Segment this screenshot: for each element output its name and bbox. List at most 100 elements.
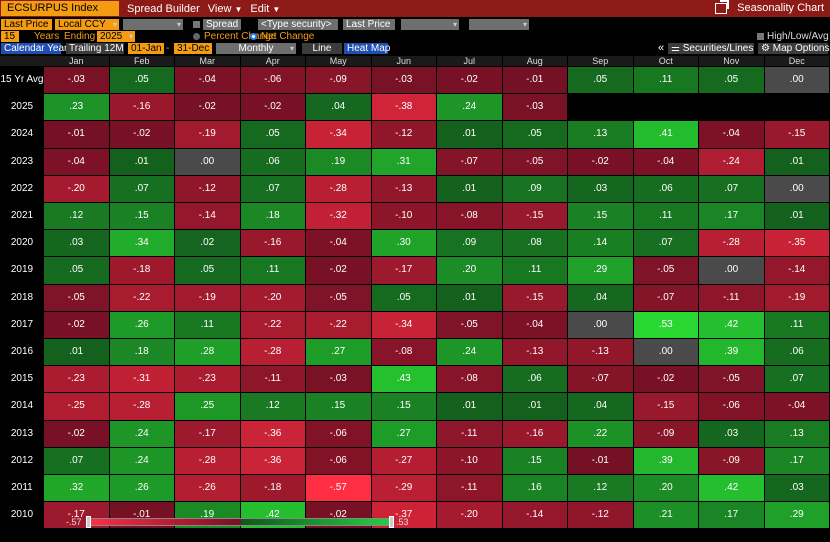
heat-cell[interactable]: .41 [633, 121, 698, 148]
heat-cell[interactable]: -.03 [502, 94, 567, 121]
heat-cell[interactable]: .11 [633, 67, 698, 94]
heat-cell[interactable]: -.28 [175, 447, 240, 474]
heat-cell[interactable]: .04 [306, 94, 371, 121]
heat-cell[interactable]: .20 [437, 257, 502, 284]
heat-cell[interactable]: .11 [764, 311, 829, 338]
heat-cell[interactable]: -.28 [306, 175, 371, 202]
heat-cell[interactable]: -.34 [371, 311, 436, 338]
heat-cell[interactable]: -.18 [240, 475, 305, 502]
period-select[interactable]: Monthly [216, 43, 296, 54]
heat-cell[interactable]: -.04 [699, 121, 764, 148]
heat-cell[interactable]: -.18 [109, 257, 174, 284]
heat-cell[interactable]: .01 [437, 284, 502, 311]
heat-cell[interactable]: .24 [437, 339, 502, 366]
heat-cell[interactable]: -.15 [502, 203, 567, 230]
heat-cell[interactable]: -.03 [44, 67, 109, 94]
heat-cell[interactable]: .01 [437, 121, 502, 148]
heat-cell[interactable]: .06 [502, 366, 567, 393]
heat-cell[interactable]: .39 [633, 447, 698, 474]
heat-cell[interactable]: -.02 [109, 121, 174, 148]
heat-cell[interactable]: -.17 [371, 257, 436, 284]
month-header-apr[interactable]: Apr [240, 56, 305, 66]
heat-cell[interactable]: .05 [568, 67, 633, 94]
heat-cell[interactable]: .20 [633, 475, 698, 502]
edit-menu[interactable]: Edit ▼ [250, 3, 280, 15]
heat-cell[interactable]: .01 [437, 393, 502, 420]
heat-cell[interactable]: .13 [568, 121, 633, 148]
heat-cell[interactable]: -.09 [633, 420, 698, 447]
heat-cell[interactable]: -.01 [502, 67, 567, 94]
heat-cell[interactable]: .02 [175, 230, 240, 257]
heat-cell[interactable]: -.02 [437, 67, 502, 94]
month-header-may[interactable]: May [306, 56, 371, 66]
heat-cell[interactable]: .53 [633, 311, 698, 338]
heat-cell[interactable]: -.06 [699, 393, 764, 420]
heat-cell[interactable]: .15 [371, 393, 436, 420]
heat-cell[interactable]: -.38 [371, 94, 436, 121]
heat-cell[interactable]: .08 [502, 230, 567, 257]
heat-cell[interactable]: -.13 [568, 339, 633, 366]
trailing-12m-toggle[interactable]: Trailing 12M [66, 43, 124, 54]
heat-cell[interactable]: -.05 [437, 311, 502, 338]
heat-cell[interactable]: .06 [240, 148, 305, 175]
heat-cell[interactable]: -.35 [764, 230, 829, 257]
month-header-jul[interactable]: Jul [437, 56, 502, 66]
heat-cell[interactable]: .00 [764, 175, 829, 202]
years-count-input[interactable]: 15 [1, 31, 19, 42]
heat-cell[interactable]: -.14 [764, 257, 829, 284]
heat-cell[interactable]: .17 [764, 447, 829, 474]
percent-change-radio[interactable] [193, 33, 200, 40]
heat-cell[interactable]: -.06 [240, 67, 305, 94]
heat-cell[interactable]: .04 [568, 284, 633, 311]
heat-cell[interactable]: -.01 [568, 447, 633, 474]
heat-cell[interactable]: .00 [699, 257, 764, 284]
heat-cell[interactable]: .01 [437, 175, 502, 202]
heat-cell[interactable]: -.15 [633, 393, 698, 420]
currency-select[interactable]: Local CCY [55, 19, 119, 30]
heat-cell[interactable]: .26 [109, 475, 174, 502]
heat-cell[interactable]: .05 [240, 121, 305, 148]
heat-cell[interactable]: -.11 [240, 366, 305, 393]
heat-cell[interactable]: .03 [699, 420, 764, 447]
heat-cell[interactable]: .12 [44, 203, 109, 230]
heat-cell[interactable]: -.23 [44, 366, 109, 393]
heat-cell[interactable]: -.15 [764, 121, 829, 148]
month-header-oct[interactable]: Oct [633, 56, 698, 66]
heat-cell[interactable]: -.02 [44, 311, 109, 338]
heat-cell[interactable]: -.02 [306, 257, 371, 284]
heat-cell[interactable]: -.10 [437, 447, 502, 474]
heat-cell[interactable]: .39 [699, 339, 764, 366]
heat-cell[interactable]: .03 [764, 475, 829, 502]
heat-cell[interactable]: .27 [371, 420, 436, 447]
heat-cell[interactable]: .00 [568, 311, 633, 338]
heat-cell[interactable]: -.03 [306, 366, 371, 393]
heat-cell[interactable]: -.28 [699, 230, 764, 257]
heat-cell[interactable]: .09 [502, 175, 567, 202]
heat-cell[interactable]: .28 [175, 339, 240, 366]
blank-select-3[interactable] [469, 19, 529, 30]
heat-cell[interactable]: .00 [764, 67, 829, 94]
heat-cell[interactable]: -.22 [109, 284, 174, 311]
heat-cell[interactable]: .01 [44, 339, 109, 366]
heat-cell[interactable]: -.26 [175, 475, 240, 502]
heat-cell[interactable]: .09 [437, 230, 502, 257]
heat-cell[interactable]: -.19 [175, 121, 240, 148]
blank-select-1[interactable] [123, 19, 183, 30]
map-options-button[interactable]: ⚙ Map Options [758, 43, 829, 54]
heat-cell[interactable]: -.14 [175, 203, 240, 230]
heat-cell[interactable]: -.23 [175, 366, 240, 393]
heat-cell[interactable]: .14 [568, 230, 633, 257]
ticker-field[interactable]: ECSURPUS Index [1, 1, 119, 16]
heat-cell[interactable]: .42 [699, 311, 764, 338]
heat-cell[interactable]: .24 [109, 447, 174, 474]
heat-cell[interactable]: .21 [633, 502, 698, 529]
blank-select-2[interactable] [401, 19, 459, 30]
month-header-jan[interactable]: Jan [44, 56, 109, 66]
heat-cell[interactable]: -.28 [240, 339, 305, 366]
heat-cell[interactable]: -.22 [306, 311, 371, 338]
heat-cell[interactable]: -.16 [109, 94, 174, 121]
heat-cell[interactable]: -.36 [240, 447, 305, 474]
heat-cell[interactable]: .15 [568, 203, 633, 230]
heat-cell[interactable]: .01 [764, 203, 829, 230]
heat-cell[interactable]: -.34 [306, 121, 371, 148]
